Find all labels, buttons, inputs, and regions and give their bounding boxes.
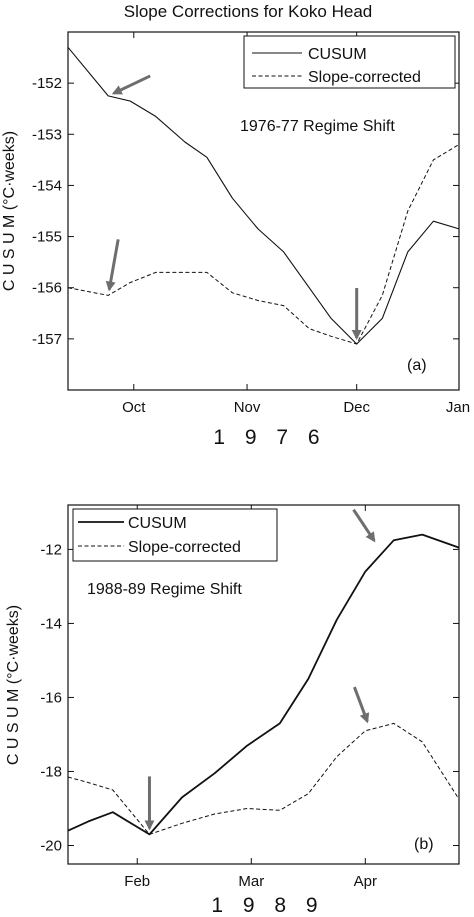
legend-a: CUSUM Slope-corrected: [243, 35, 456, 89]
legend-box-b: [72, 508, 278, 562]
y-tick-label: -154: [32, 177, 62, 194]
annotation-arrow: [105, 239, 120, 292]
y-tick-label: -152: [32, 75, 62, 92]
y-tick-label: -16: [40, 689, 62, 706]
series-b: [67, 533, 460, 836]
arrows-a: [105, 74, 362, 340]
chart-panel-a: Slope Corrections for Koko Head -157 -156…: [1, 2, 470, 449]
y-tick-label: -156: [32, 280, 62, 297]
ticks-a: -157 -156 -155 -154 -153 -152 Oct Nov Dec Jan: [32, 32, 470, 416]
annotation-regime-shift-b: 1988-89 Regime Shift: [87, 581, 242, 598]
annotation-arrow: [352, 508, 376, 543]
plot-area-b: [67, 504, 460, 865]
series-line-slope-corrected-a: [67, 144, 460, 345]
ticks-b: -20 -18 -16 -14 -12 Feb Mar Apr: [40, 505, 459, 890]
series-line-cusum-b: [67, 533, 460, 836]
annotation-regime-shift-a: 1976-77 Regime Shift: [240, 118, 395, 135]
legend-box-a: [243, 35, 456, 89]
panel-label-b: (b): [414, 836, 434, 853]
series-line-cusum-a: [67, 46, 460, 345]
y-tick-label: -155: [32, 229, 62, 246]
legend-label-cusum-b: CUSUM: [128, 515, 187, 532]
panel-label-a: (a): [407, 357, 427, 374]
x-tick-label: Mar: [238, 873, 264, 890]
y-tick-label: -18: [40, 763, 62, 780]
x-tick-label: Dec: [343, 399, 370, 416]
chart-panel-b: -20 -18 -16 -14 -12 Feb Mar Apr C U S U M (°C·w…: [5, 504, 460, 917]
x-tick-label: Apr: [354, 873, 377, 890]
y-axis-label-b: C U S U M (°C·weeks): [5, 605, 22, 765]
y-tick-label: -12: [40, 541, 62, 558]
chart-title: Slope Corrections for Koko Head: [124, 2, 373, 21]
y-axis-label-a: C U S U M (°C·weeks): [1, 131, 18, 291]
x-axis-label-b: 1 9 8 9: [211, 894, 324, 917]
series-a: [67, 46, 460, 345]
legend-label-cusum-a: CUSUM: [308, 46, 367, 63]
x-tick-label: Jan: [446, 399, 470, 416]
arrows-b: [144, 508, 376, 831]
x-axis-label-a: 1 9 7 6: [213, 426, 326, 449]
annotation-arrow: [111, 74, 151, 95]
legend-label-slope-corrected-a: Slope-corrected: [308, 69, 421, 86]
x-tick-label: Nov: [234, 399, 261, 416]
series-line-slope-corrected-b: [67, 722, 460, 835]
x-tick-label: Feb: [124, 873, 150, 890]
y-tick-label: -153: [32, 126, 62, 143]
legend-label-slope-corrected-b: Slope-corrected: [128, 539, 241, 556]
x-tick-label: Oct: [122, 399, 146, 416]
annotation-arrow: [352, 686, 370, 724]
y-tick-label: -14: [40, 615, 62, 632]
plot-area-a: [67, 31, 460, 391]
y-tick-label: -157: [32, 331, 62, 348]
y-tick-label: -20: [40, 837, 62, 854]
legend-b: CUSUM Slope-corrected: [72, 508, 278, 562]
